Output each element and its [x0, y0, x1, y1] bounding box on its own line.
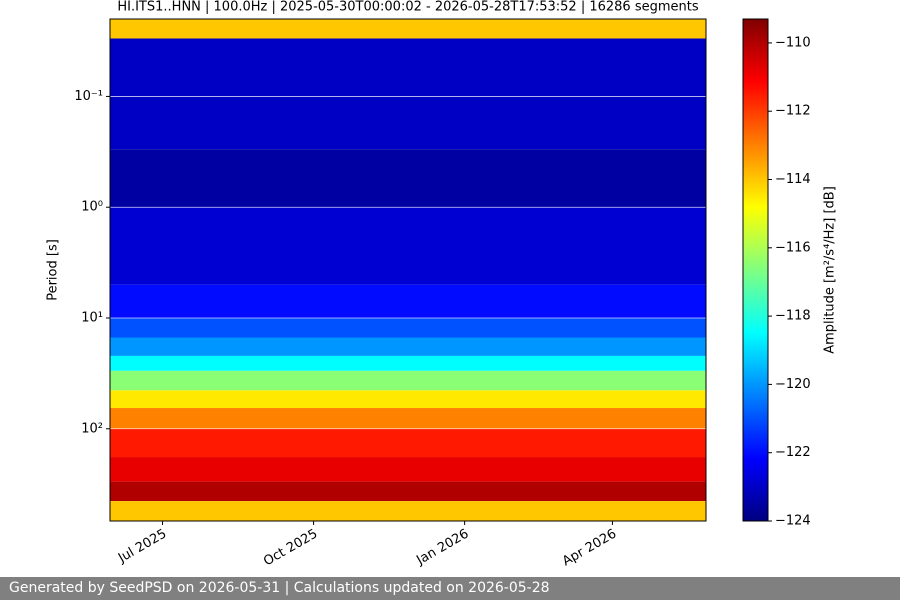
plot-frame — [109, 18, 707, 522]
heatmap-cell — [110, 428, 706, 458]
chart: HI.ITS1..HNN | 100.0Hz | 2025-05-30T00:0… — [46, 0, 838, 570]
colorbar-tick-label: −118 — [775, 309, 811, 324]
y-tick-label: 10¹ — [81, 310, 103, 325]
heatmap-cell — [110, 457, 706, 482]
colorbar-tick-label: −112 — [775, 104, 811, 119]
heatmap-cell — [110, 317, 706, 338]
y-tick-label: 10⁻¹ — [74, 89, 103, 104]
colorbar-tick-label: −116 — [775, 240, 811, 255]
colorbar-tick-label: −124 — [775, 514, 811, 529]
x-tick-label: Jan 2026 — [413, 527, 471, 569]
colorbar — [742, 18, 769, 522]
heatmap-cell — [110, 501, 706, 521]
y-axis-label: Period [s] — [46, 239, 61, 301]
heatmap-cell — [110, 355, 706, 371]
heatmap-cell — [110, 284, 706, 318]
y-tick-label: 10² — [81, 421, 103, 436]
colorbar-tick-label: −110 — [775, 35, 811, 50]
chart-title: HI.ITS1..HNN | 100.0Hz | 2025-05-30T00:0… — [117, 0, 698, 15]
heatmap-cell — [110, 38, 706, 150]
footer: Generated by SeedPSD on 2026-05-31 | Cal… — [0, 577, 900, 600]
x-tick-label: Oct 2025 — [261, 527, 320, 570]
y-tick-label: 10⁰ — [81, 200, 103, 215]
x-tick-label: Apr 2026 — [560, 527, 619, 570]
heatmap-cell — [110, 207, 706, 285]
colorbar-tick-label: −122 — [775, 445, 811, 460]
heatmap-cell — [110, 370, 706, 391]
colorbar-tick-label: −114 — [775, 172, 811, 187]
x-tick-label: Jul 2025 — [115, 527, 169, 567]
heatmap-cell — [110, 19, 706, 39]
heatmap-cell — [110, 408, 706, 429]
heatmap-cell — [110, 149, 706, 208]
heatmap-cell — [110, 337, 706, 356]
colorbar-tick-label: −120 — [775, 377, 811, 392]
heatmap-cell — [110, 481, 706, 502]
colorbar-label: Amplitude [m²/s⁴/Hz] [dB] — [823, 186, 838, 354]
heatmap-cell — [110, 390, 706, 409]
